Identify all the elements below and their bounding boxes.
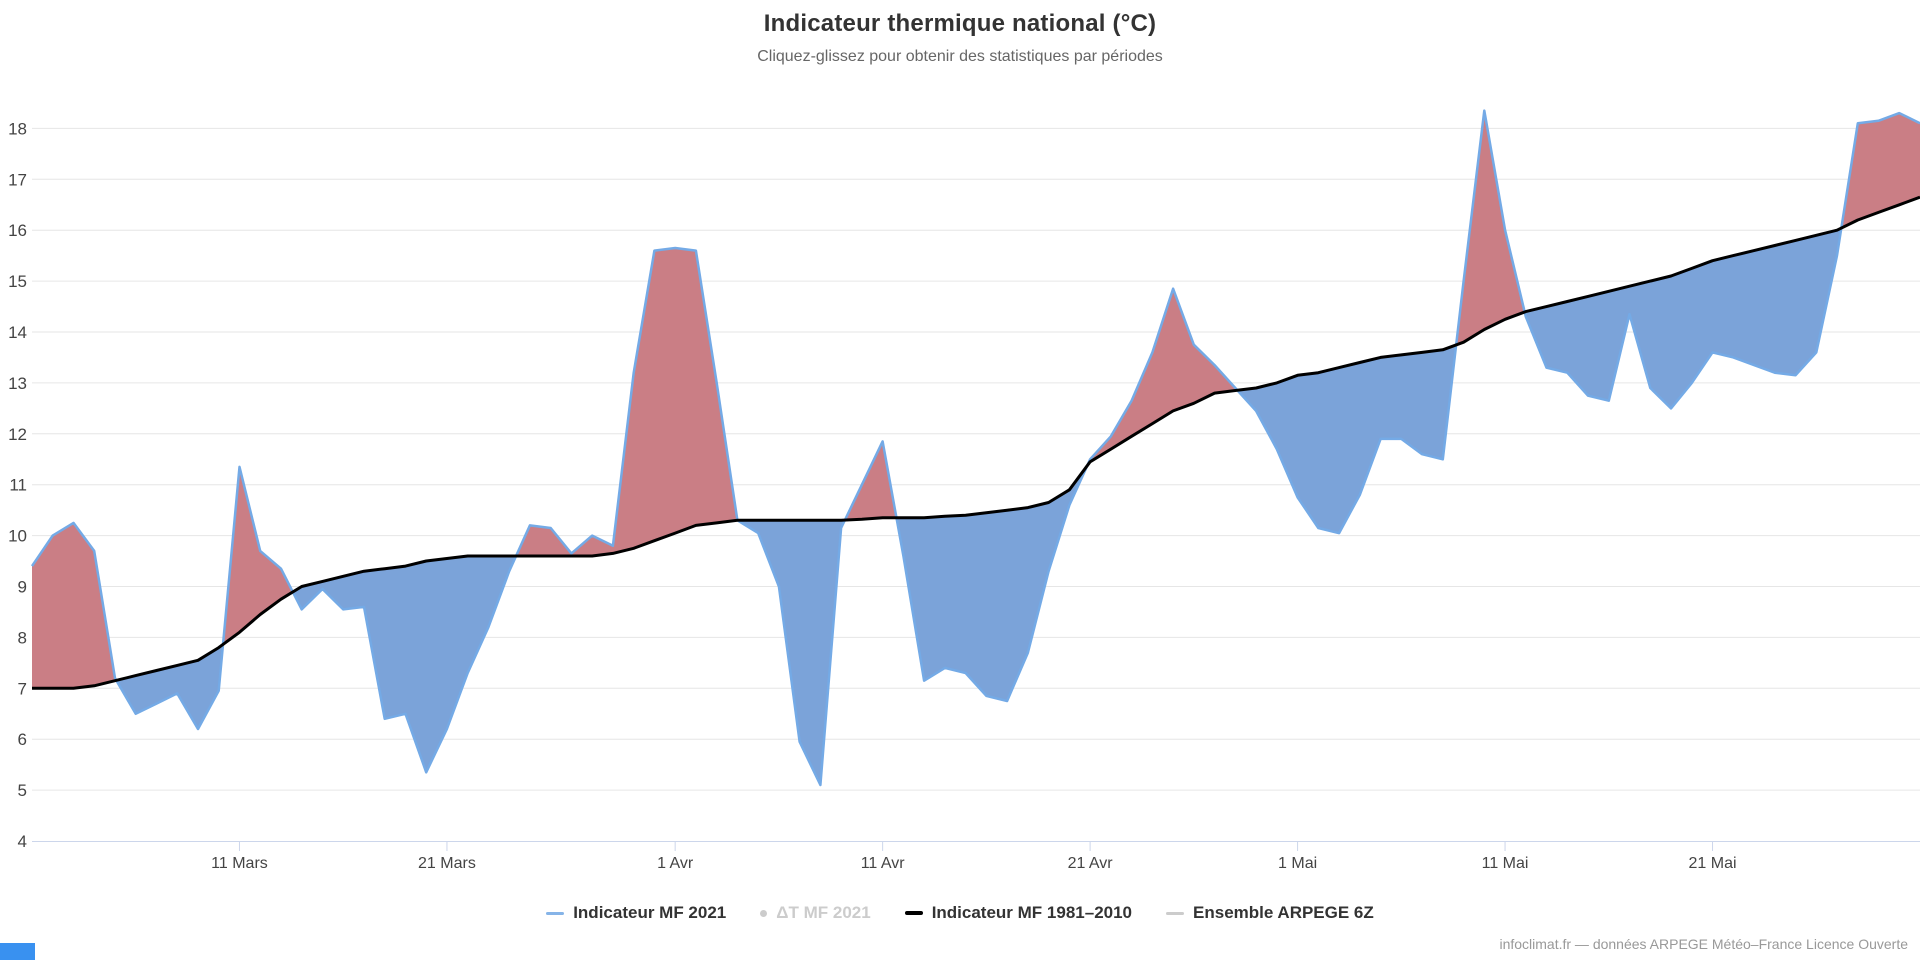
x-axis	[32, 841, 1920, 851]
x-axis-labels: 11 Mars 21 Mars 1 Avr 11 Avr 21 Avr 1 Mai 11 M…	[211, 855, 1736, 872]
dot-marker-icon	[760, 909, 768, 917]
svg-text:15: 15	[8, 272, 27, 291]
line-marker-icon	[1166, 911, 1185, 915]
svg-text:6: 6	[18, 730, 27, 749]
line-marker-icon	[546, 911, 565, 915]
legend-item-indicateur-2021[interactable]: Indicateur MF 2021	[546, 903, 726, 923]
line-marker-icon	[904, 911, 923, 915]
credits-link[interactable]: infoclimat.fr — données ARPEGE Météo–Fra…	[1499, 936, 1908, 952]
svg-text:21 Avr: 21 Avr	[1068, 855, 1114, 872]
svg-text:11 Mars: 11 Mars	[211, 855, 268, 872]
legend-label: Ensemble ARPEGE 6Z	[1193, 903, 1374, 922]
svg-text:17: 17	[8, 170, 27, 189]
legend-item-ensemble-arpege[interactable]: Ensemble ARPEGE 6Z	[1166, 903, 1374, 923]
svg-text:21 Mai: 21 Mai	[1689, 855, 1737, 872]
series-indicateur-2021	[30, 109, 1920, 787]
corner-blue-box	[0, 943, 35, 960]
svg-text:4: 4	[18, 832, 27, 851]
legend-label: ΔT MF 2021	[776, 903, 871, 922]
svg-text:14: 14	[8, 323, 27, 342]
svg-text:1 Mai: 1 Mai	[1278, 855, 1317, 872]
svg-text:9: 9	[18, 578, 27, 597]
svg-text:5: 5	[18, 781, 27, 800]
svg-text:11: 11	[9, 476, 27, 495]
svg-text:16: 16	[8, 221, 27, 240]
y-axis-labels: 4 5 6 7 8 9 10 11 12 13 14 15 16 17 18	[8, 119, 27, 851]
svg-text:13: 13	[8, 374, 27, 393]
svg-text:1 Avr: 1 Avr	[657, 855, 694, 872]
svg-text:18: 18	[8, 119, 27, 138]
svg-text:8: 8	[18, 628, 27, 647]
series-indicateur-1981-2010	[32, 195, 1920, 690]
chart-title: Indicateur thermique national (°C)	[763, 10, 1157, 37]
svg-text:11 Mai: 11 Mai	[1482, 855, 1529, 872]
svg-text:7: 7	[18, 679, 27, 698]
gridlines	[32, 127, 1920, 791]
difference-areas	[32, 110, 1920, 785]
legend-label: Indicateur MF 2021	[573, 903, 727, 922]
svg-text:12: 12	[8, 425, 27, 444]
legend-item-delta-t-2021[interactable]: ΔT MF 2021	[760, 903, 871, 923]
legend: Indicateur MF 2021 ΔT MF 2021 Indicateur…	[0, 903, 1920, 923]
svg-text:10: 10	[8, 527, 27, 546]
svg-text:21 Mars: 21 Mars	[418, 855, 476, 872]
svg-text:11 Avr: 11 Avr	[861, 855, 906, 872]
chart-subtitle: Cliquez-glissez pour obtenir des statist…	[757, 48, 1163, 65]
legend-label: Indicateur MF 1981–2010	[931, 903, 1133, 922]
legend-item-indicateur-1981-2010[interactable]: Indicateur MF 1981–2010	[904, 903, 1133, 923]
